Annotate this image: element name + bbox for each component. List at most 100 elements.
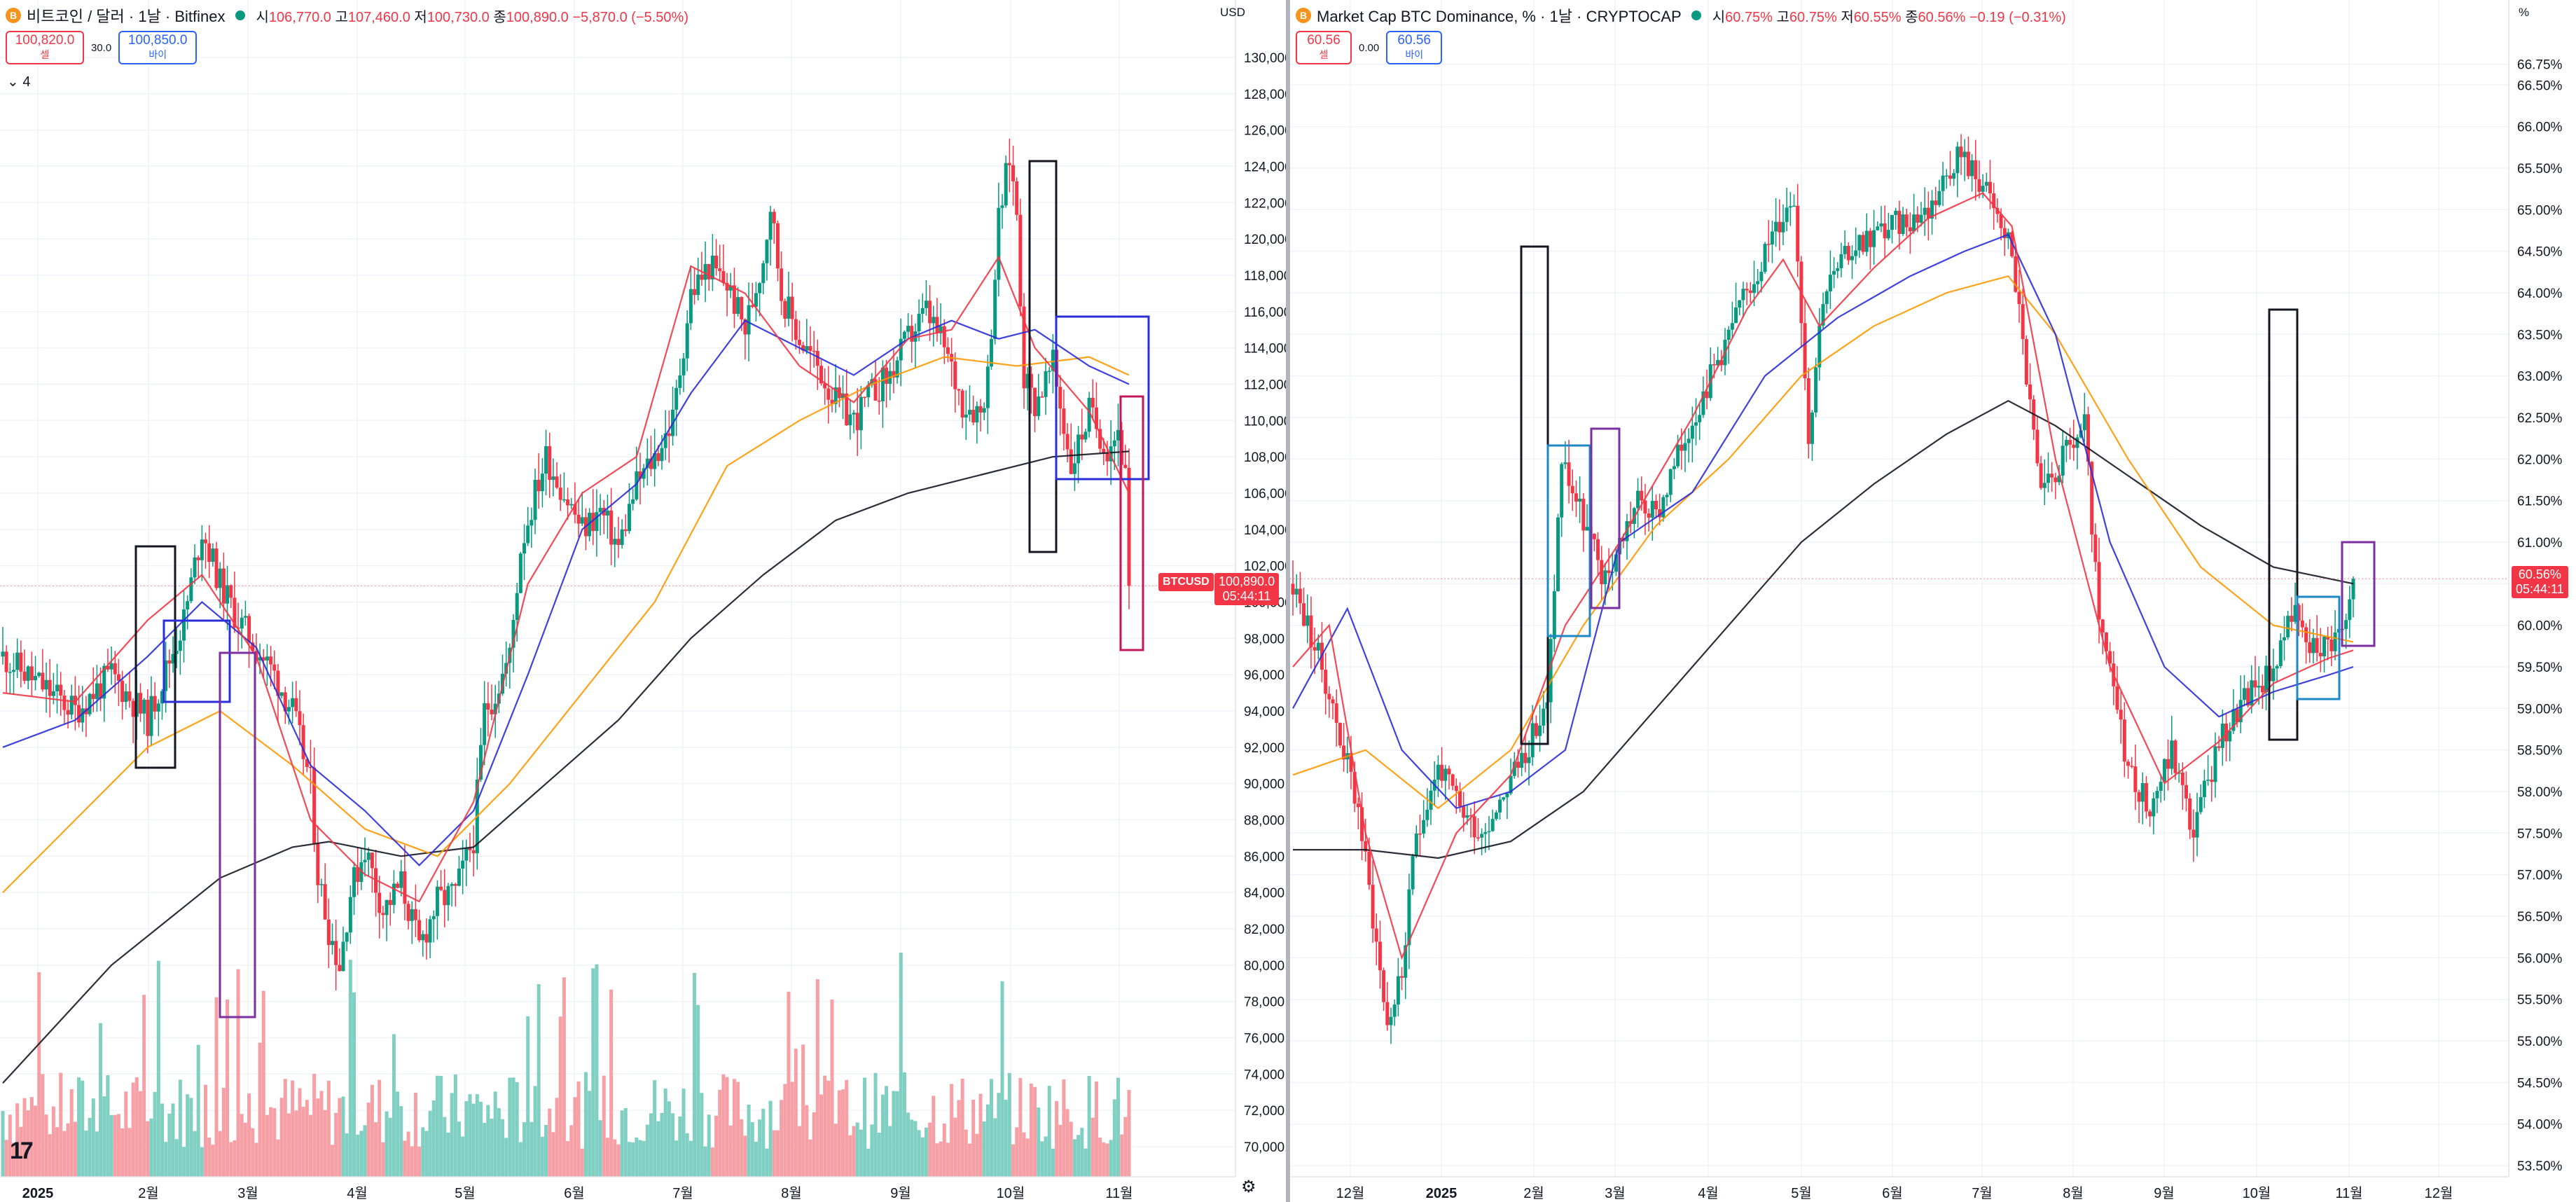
candle-body [1015,181,1019,215]
tradingview-logo[interactable]: 17 [10,1138,34,1164]
candle-body [635,471,639,499]
volume-bar [189,1098,193,1177]
price-tick-label: 124,000.0 [1244,160,1286,174]
candle-body [863,396,867,399]
volume-bar [555,1098,559,1177]
candle-body [1044,371,1048,397]
candle-body [2064,440,2068,446]
candle-body [1647,513,1651,518]
price-tick-label: 70,000.0 [1244,1140,1286,1155]
candle-body [1556,517,1560,591]
candle-body [1542,708,1546,726]
price-tick-label: 66.75% [2517,58,2563,73]
candle-body [2140,782,2145,802]
candle-body [1854,250,1858,256]
volume-bar [971,1099,976,1177]
volume-bar [461,1136,465,1177]
volume-bar [873,1072,878,1177]
sell-button[interactable]: 100,820.0 셀 [6,31,84,64]
candle-body [968,410,972,415]
btc-usd-chart[interactable]: 130,000.0 128,000.0 126,000.0 124,000.0 122,… [0,0,1286,1202]
volume-bar [932,1096,936,1177]
volume-bar [880,1094,885,1177]
candle-body [2024,338,2028,385]
candle-body [73,696,77,705]
currency-label[interactable]: USD [1220,6,1245,19]
candle-body [1480,834,1484,838]
symbol-title[interactable]: Market Cap BTC Dominance, % · 1날 · CRYPT… [1317,8,1682,25]
candle-body [787,296,791,319]
volume-bar [815,979,819,1177]
volume-bar [301,1107,305,1177]
buy-button[interactable]: 100,850.0 바이 [118,31,198,64]
volume-bar [243,1122,247,1177]
candle-body [406,904,410,921]
volume-bar [910,1119,914,1177]
candle-body [997,207,1001,280]
volume-bar [153,1091,157,1177]
candle-body [2275,665,2279,669]
candle-body [1436,764,1440,780]
candle-body [2250,680,2254,706]
volume-bar [743,1135,747,1177]
last-price-tag: 100,890.0 05:44:11 [1214,573,1280,605]
candle-body [1033,387,1037,417]
volume-bar [728,1125,733,1177]
candle-body [1904,214,1909,228]
symbol-title[interactable]: 비트코인 / 달러 · 1날 · Bitfinex [27,8,226,25]
volume-bar [852,1126,856,1177]
volume-bar [801,1044,805,1177]
volume-bar [251,1128,255,1177]
candle-body [2097,562,2101,620]
volume-bar [12,1142,16,1177]
volume-bar [841,1089,845,1177]
time-tick-label: 10월 [2243,1185,2271,1201]
volume-bar [439,1075,443,1177]
candle-body [2082,414,2086,431]
candle-body [685,323,689,359]
volume-bar [81,1080,85,1177]
time-tick-label: 9월 [2154,1185,2175,1201]
currency-label[interactable]: % [2519,6,2530,19]
btc-dominance-chart[interactable]: 66.75% 66.50% 66.00% 65.50% 65.00% 64.50% 64.0… [1290,0,2576,1202]
drawn-rectangle [1119,395,1144,651]
pane-divider[interactable] [1286,0,1290,1202]
ma-red-line [1292,192,2354,960]
candle-body [2348,599,2352,621]
volume-bar [356,1134,360,1177]
candle-body [1552,590,1556,640]
bitcoin-coin-icon: B [1296,8,1311,23]
candle-body [1876,226,1880,230]
price-tick-label: 96,000.0 [1244,668,1286,683]
candle-body [693,289,697,296]
volume-bar [877,1133,881,1177]
btc-usd-chart-pane[interactable]: 130,000.0 128,000.0 126,000.0 124,000.0 122,… [0,0,1286,1202]
volume-bar [428,1110,432,1177]
volume-bar [1072,1139,1076,1177]
volume-bar [736,1082,740,1177]
time-tick-label: 9월 [890,1185,911,1201]
buy-button[interactable]: 60.56 바이 [1386,31,1443,64]
sell-button[interactable]: 60.56 셀 [1296,31,1352,64]
candle-body [2260,686,2264,693]
settings-gear-icon[interactable]: ⚙ [1241,1177,1256,1196]
candle-body [1505,793,1509,798]
volume-bar [1015,1127,1019,1177]
price-tick-label: 108,000.0 [1244,450,1286,465]
volume-bar [1123,1117,1128,1177]
candle-body [240,617,244,629]
candle-body [768,212,773,240]
volume-bar [780,1100,784,1177]
candle-body [1306,615,1310,626]
price-tick-label: 86,000.0 [1244,850,1286,864]
candle-body [1429,790,1433,810]
volume-bar [1011,1144,1016,1177]
indicators-toggle[interactable]: ⌄ 4 [7,74,31,90]
candle-body [1992,193,1996,209]
volume-bar [483,1123,487,1177]
btc-dominance-chart-pane[interactable]: 66.75% 66.50% 66.00% 65.50% 65.00% 64.50% 64.0… [1290,0,2576,1202]
price-tick-label: 54.50% [2517,1076,2563,1091]
volume-bar [478,1101,483,1177]
volume-bar [1047,1086,1051,1177]
candle-body [1937,191,1941,205]
